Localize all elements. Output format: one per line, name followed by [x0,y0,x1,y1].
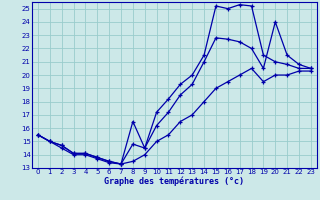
X-axis label: Graphe des températures (°c): Graphe des températures (°c) [104,177,244,186]
